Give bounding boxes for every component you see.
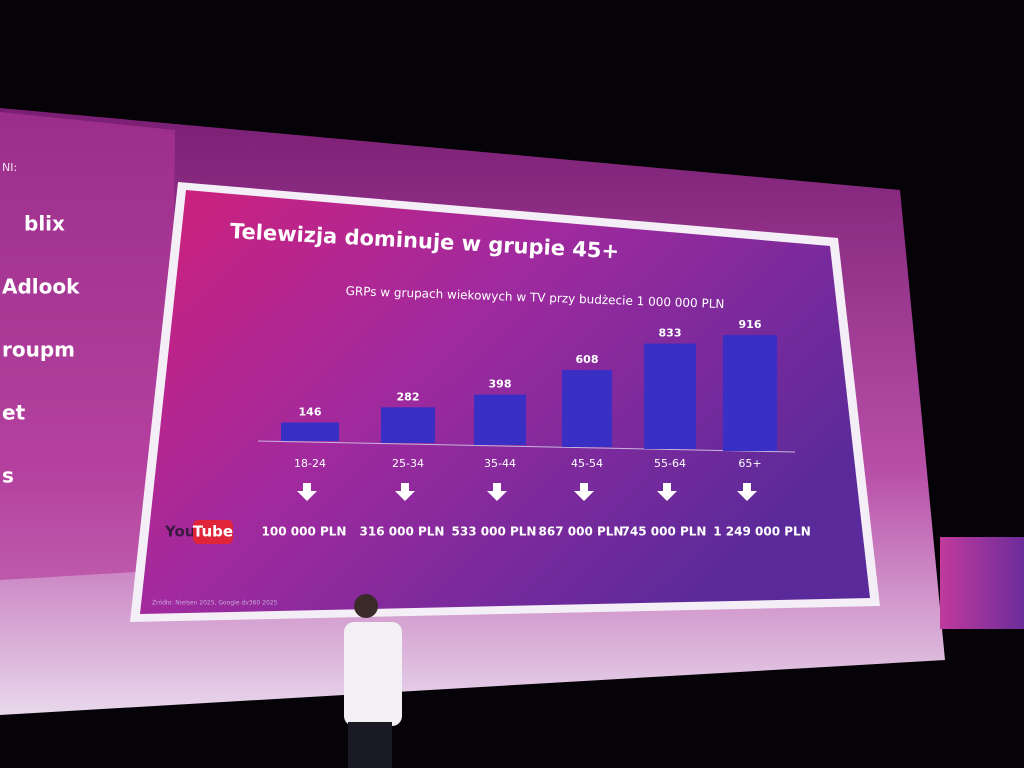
arrow: [574, 483, 594, 501]
arrow: [487, 483, 507, 501]
sponsor-heading: NI:: [2, 161, 17, 174]
sponsor-logo: Adlook: [2, 275, 80, 299]
bar: [723, 335, 777, 451]
youtube-you: You: [164, 523, 195, 541]
x-tick-label: 45-54: [571, 457, 603, 470]
arrow: [297, 483, 317, 501]
youtube-budget: 100 000 PLN: [262, 525, 347, 539]
bar: [281, 422, 339, 441]
x-tick-label: 55-64: [654, 457, 686, 470]
bar: [562, 370, 612, 447]
data-label: 833: [659, 327, 682, 340]
x-tick-label: 25-34: [392, 457, 424, 470]
side-monitor: [940, 537, 1024, 629]
x-tick-label: 35-44: [484, 457, 516, 470]
data-label: 398: [489, 378, 512, 391]
data-label: 608: [576, 353, 599, 366]
data-label: 916: [739, 318, 762, 331]
bar: [644, 343, 696, 449]
youtube-budget: 533 000 PLN: [452, 525, 537, 539]
youtube-budget: 1 249 000 PLN: [713, 525, 810, 539]
youtube-tube: Tube: [193, 523, 233, 541]
sponsor-logo: roupm: [2, 338, 75, 362]
sponsor-logo: blix: [24, 212, 65, 236]
data-label: 146: [299, 406, 322, 419]
youtube-budget: 867 000 PLN: [539, 525, 624, 539]
baseline: [257, 440, 796, 453]
bar: [474, 394, 526, 445]
arrow: [395, 483, 415, 501]
bar: [381, 407, 435, 443]
sponsor-logo: s: [2, 464, 14, 488]
sponsor-panel: [0, 112, 175, 580]
x-tick-label: 65+: [738, 457, 761, 470]
youtube-budget: 316 000 PLN: [360, 525, 445, 539]
youtube-tube-bg: [193, 520, 233, 544]
sponsor-logo: et: [2, 401, 26, 425]
presenter: [344, 594, 402, 768]
data-label: 282: [397, 390, 420, 403]
arrow: [737, 483, 757, 501]
x-tick-label: 18-24: [294, 457, 326, 470]
youtube-budget: 745 000 PLN: [622, 525, 707, 539]
source-note: Źródło: Nielsen 2025, Google dv360 2025: [152, 599, 278, 607]
arrow: [657, 483, 677, 501]
